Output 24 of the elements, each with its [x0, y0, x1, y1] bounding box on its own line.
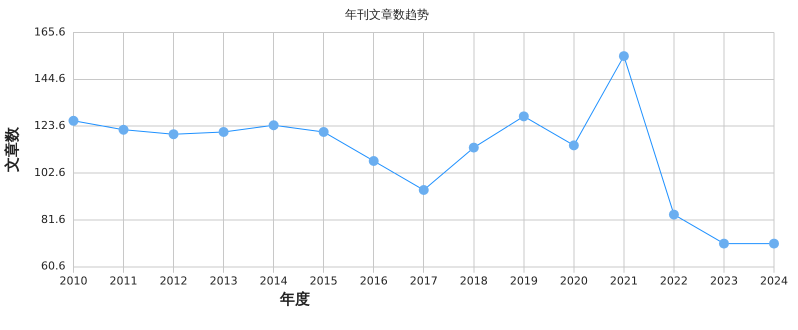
x-tick-label: 2018: [460, 274, 488, 288]
y-axis-title: 文章数: [2, 126, 21, 174]
y-tick-label: 123.6: [34, 119, 66, 132]
x-tick-label: 2016: [360, 274, 388, 288]
x-tick-label: 2014: [260, 274, 288, 288]
y-tick-label: 81.6: [40, 212, 66, 226]
x-tick-label: 2017: [410, 274, 438, 288]
x-tick-label: 2015: [310, 274, 338, 288]
y-tick-label: 60.6: [40, 260, 66, 273]
x-tick-label: 2021: [610, 274, 638, 288]
x-tick-label: 2024: [760, 274, 788, 288]
y-tick-label: 165.6: [34, 25, 66, 38]
x-tick-label: 2019: [510, 274, 538, 288]
x-tick-label: 2013: [210, 274, 238, 288]
x-tick-label: 2022: [660, 274, 688, 288]
x-axis-title: 年度: [280, 290, 310, 309]
x-tick-label: 2010: [59, 274, 88, 288]
x-tick-label: 2023: [710, 274, 738, 288]
x-tick-label: 2012: [160, 274, 188, 288]
chart-title: 年刊文章数趋势: [345, 7, 429, 22]
x-tick-label: 2011: [110, 274, 138, 288]
y-tick-label: 144.6: [34, 72, 66, 86]
x-tick-label: 2020: [560, 274, 588, 288]
y-tick-label: 102.6: [34, 166, 66, 179]
